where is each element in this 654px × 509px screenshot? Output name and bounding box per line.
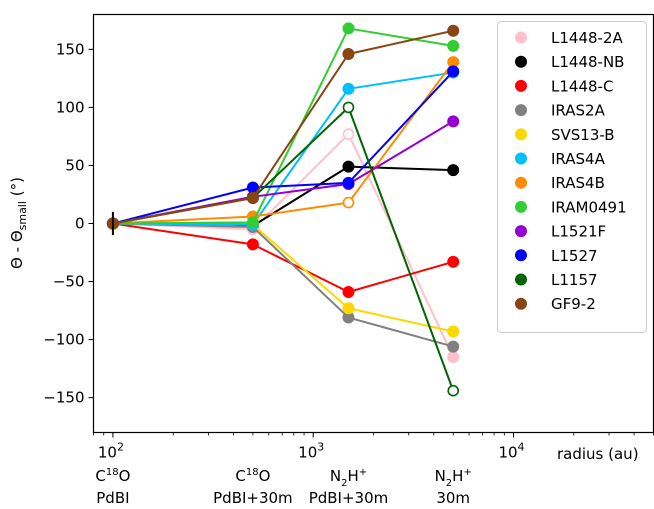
legend-entries: L1448-2A L1448-NB L1448-C IRAS2A SVS13-B IRAS… xyxy=(515,29,627,313)
series-layer xyxy=(106,22,460,397)
data-point xyxy=(447,325,460,338)
data-point xyxy=(246,191,259,204)
legend-marker xyxy=(515,249,527,262)
data-point xyxy=(342,22,355,35)
legend-marker xyxy=(515,273,527,286)
category-instrument-label: PdBI+30m xyxy=(213,489,293,507)
data-point xyxy=(342,196,355,209)
y-axis-label-main: Θ - Θ xyxy=(8,230,26,269)
legend-marker xyxy=(515,128,527,141)
y-tick-label: 150 xyxy=(56,40,85,58)
data-point xyxy=(447,340,460,353)
data-point xyxy=(342,101,355,114)
legend-entry: IRAM0491 xyxy=(515,198,627,216)
data-point xyxy=(447,65,460,78)
data-point xyxy=(342,82,355,95)
legend-label: L1157 xyxy=(551,271,598,289)
y-tick-label: 0 xyxy=(75,215,85,233)
legend-marker xyxy=(515,104,527,117)
legend-marker xyxy=(515,31,527,44)
data-point xyxy=(246,216,259,229)
data-point xyxy=(447,39,460,52)
data-point xyxy=(447,164,460,177)
data-point xyxy=(342,176,355,189)
category-tracer-label: C18O xyxy=(95,467,130,485)
legend-entry: L1448-C xyxy=(515,77,613,95)
y-tick-label: 50 xyxy=(65,156,84,174)
legend-entry: IRAS2A xyxy=(515,102,606,120)
category-instrument-label: PdBI+30m xyxy=(309,489,389,507)
category-instrument-label: 30m xyxy=(436,489,470,507)
legend-entry: IRAS4B xyxy=(515,174,605,192)
category-tracer-label: C18O xyxy=(235,467,270,485)
legend-marker xyxy=(515,225,527,238)
series-line xyxy=(112,222,454,348)
category-tracer-label: N2H+ xyxy=(435,467,472,489)
data-point xyxy=(246,238,259,251)
y-axis-label-sub: small xyxy=(16,201,29,230)
legend-entry: L1157 xyxy=(515,271,598,289)
series-line xyxy=(112,133,455,358)
axis-layer: −150 −100 −50 0 50 100 150 102 103 104 xyxy=(43,40,654,462)
data-point xyxy=(447,115,460,128)
data-point xyxy=(342,128,355,140)
data-point xyxy=(342,160,355,173)
legend-marker xyxy=(515,55,527,68)
legend-entry: L1448-2A xyxy=(515,29,623,47)
legend-label: IRAM0491 xyxy=(551,198,627,216)
data-point xyxy=(342,302,355,315)
y-tick-label: 100 xyxy=(56,98,85,116)
series-line xyxy=(112,61,455,225)
data-point xyxy=(447,351,460,364)
x-tick-label: 103 xyxy=(298,441,324,462)
legend-label: IRAS2A xyxy=(551,102,606,120)
y-tick-label: −50 xyxy=(53,273,85,291)
legend-entry: L1521F xyxy=(515,223,606,241)
legend-entry: L1527 xyxy=(515,247,598,265)
x-tick-label: 104 xyxy=(498,441,524,462)
legend-entry: GF9-2 xyxy=(515,295,596,313)
data-point xyxy=(447,384,460,397)
legend-marker xyxy=(515,79,527,92)
legend-marker xyxy=(515,176,527,189)
legend-entry: L1448-NB xyxy=(515,53,624,71)
legend-label: L1527 xyxy=(551,247,598,265)
y-axis-label-unit-text: (°) xyxy=(8,177,26,196)
x-axis-label: radius (au) xyxy=(557,445,639,463)
legend-marker xyxy=(515,152,527,165)
legend-label: IRAS4A xyxy=(551,150,606,168)
series-line xyxy=(112,71,454,226)
legend-label: SVS13-B xyxy=(551,126,615,144)
legend-label: L1448-C xyxy=(551,77,613,95)
series-line xyxy=(112,29,454,225)
data-point xyxy=(342,47,355,60)
y-tick-label: −150 xyxy=(43,389,84,407)
data-point xyxy=(342,286,355,299)
legend: L1448-2A L1448-NB L1448-C IRAS2A SVS13-B IRAS… xyxy=(497,21,647,333)
data-point xyxy=(447,255,460,268)
legend-marker xyxy=(515,200,527,213)
legend-label: GF9-2 xyxy=(551,295,596,313)
legend-label: L1521F xyxy=(551,223,606,241)
legend-marker xyxy=(515,297,527,310)
legend-box xyxy=(497,21,647,333)
category-instrument-label: PdBI xyxy=(96,489,129,507)
y-axis-label: Θ - Θsmall (°) xyxy=(8,177,29,269)
y-tick-label: −100 xyxy=(43,331,84,349)
series-line xyxy=(112,70,454,225)
legend-label: IRAS4B xyxy=(551,174,605,192)
data-point xyxy=(447,24,460,37)
legend-entry: SVS13-B xyxy=(515,126,615,144)
legend-entry: IRAS4A xyxy=(515,150,606,168)
legend-label: L1448-2A xyxy=(551,29,623,47)
category-tracer-label: N2H+ xyxy=(330,467,367,489)
series-line xyxy=(112,222,454,294)
x-tick-label: 102 xyxy=(98,441,124,462)
legend-label: L1448-NB xyxy=(551,53,624,71)
